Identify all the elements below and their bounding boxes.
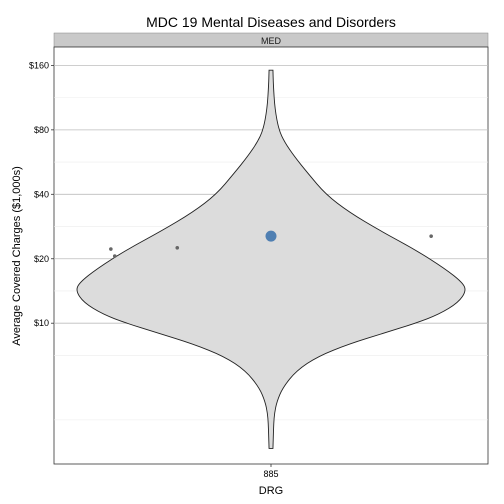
- y-tick-label: $10: [34, 318, 49, 328]
- y-tick-label: $20: [34, 254, 49, 264]
- violin-layer: [76, 69, 466, 449]
- y-axis-title: Average Covered Charges ($1,000s): [11, 166, 23, 346]
- outlier-point: [112, 254, 117, 258]
- outlier-point: [429, 234, 433, 238]
- y-axis-ticks: $10 $20 $40 $80 $160: [29, 60, 54, 328]
- y-tick-label: $40: [34, 189, 49, 199]
- x-axis-title: DRG: [259, 485, 283, 497]
- mean-point: [265, 230, 277, 242]
- y-tick-label: $160: [29, 60, 49, 70]
- outlier-point: [109, 247, 113, 251]
- x-tick-label: 885: [263, 469, 278, 479]
- x-axis-ticks: 885: [263, 464, 279, 479]
- outlier-point: [175, 246, 180, 250]
- point-layer: [109, 230, 433, 258]
- facet-label: MED: [261, 36, 282, 46]
- y-tick-label: $80: [34, 125, 49, 135]
- violin-885: [76, 69, 466, 449]
- chart-title: MDC 19 Mental Diseases and Disorders: [146, 14, 396, 30]
